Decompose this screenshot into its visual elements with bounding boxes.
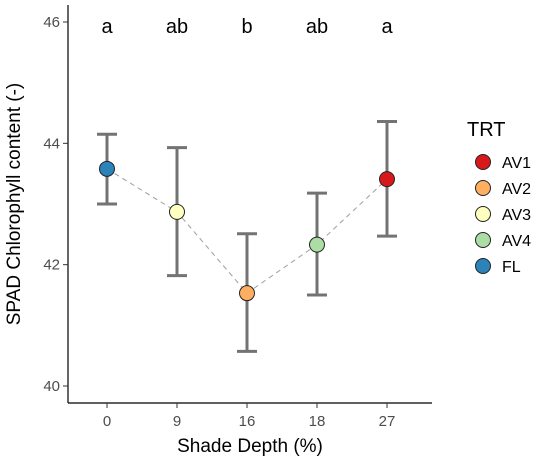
x-tick-label: 0 xyxy=(103,413,111,430)
significance-letter: a xyxy=(381,16,393,38)
y-axis-title: SPAD Chlorophyll content (-) xyxy=(4,83,25,326)
errorbar-layer xyxy=(97,119,397,353)
legend-swatch-AV4 xyxy=(475,232,491,248)
data-point-AV2 xyxy=(239,285,255,302)
y-tick-label: 40 xyxy=(43,378,60,395)
legend-label-AV2: AV2 xyxy=(502,181,531,198)
legend-label-AV4: AV4 xyxy=(502,233,531,250)
y-tick-label: 44 xyxy=(43,135,60,152)
legend-label-FL: FL xyxy=(502,259,521,276)
significance-layer: a ab b ab a xyxy=(101,16,393,38)
x-tick-label: 27 xyxy=(379,413,396,430)
legend-swatch-FL xyxy=(475,258,491,274)
x-tick-label: 9 xyxy=(173,413,181,430)
axes: 40 42 44 46 0 9 16 18 27 xyxy=(43,5,432,430)
x-tick-label: 16 xyxy=(239,413,256,430)
data-point-FL xyxy=(99,160,115,177)
significance-letter: ab xyxy=(306,16,328,38)
legend-swatch-AV1 xyxy=(475,154,491,170)
data-point-AV4 xyxy=(309,236,325,253)
y-tick-label: 46 xyxy=(43,14,60,31)
significance-letter: b xyxy=(241,16,252,38)
x-tick-label: 18 xyxy=(309,413,326,430)
significance-letter: ab xyxy=(166,16,188,38)
legend-title: TRT xyxy=(467,119,506,141)
legend-label-AV3: AV3 xyxy=(502,207,531,224)
x-axis-title: Shade Depth (%) xyxy=(177,436,323,457)
legend-swatch-AV2 xyxy=(475,180,491,196)
significance-letter: a xyxy=(101,16,113,38)
legend-label-AV1: AV1 xyxy=(502,155,531,172)
data-point-AV3 xyxy=(169,203,185,220)
data-point-AV1 xyxy=(379,171,395,188)
legend-swatch-AV3 xyxy=(475,206,491,222)
point-layer xyxy=(99,160,395,302)
legend: TRT AV1 AV2 AV3 AV4 FL xyxy=(467,119,531,276)
y-tick-label: 42 xyxy=(43,257,60,274)
